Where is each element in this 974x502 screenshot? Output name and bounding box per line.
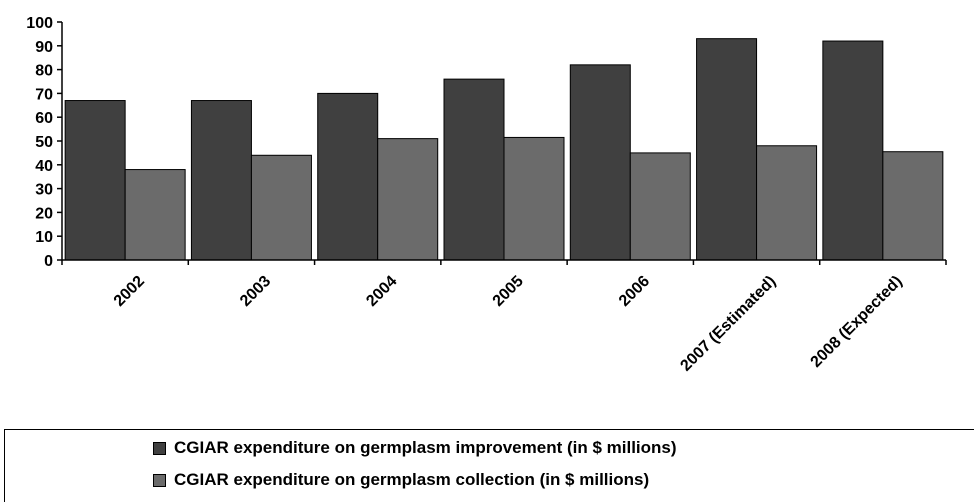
y-tick-label: 60 (35, 110, 53, 127)
x-axis-labels: 2002 2003 2004 2005 2006 2007 (Estimated) 2008… (61, 260, 947, 375)
x-category-label: 2008 (Expected) (808, 273, 906, 371)
y-tick-label: 0 (44, 253, 53, 270)
legend-swatch-improvement (153, 441, 166, 455)
bar-improvement (822, 40, 884, 261)
x-category-label: 2003 (237, 273, 274, 310)
y-axis-ticks: 0 10 20 30 40 50 60 70 80 90 100 (26, 15, 62, 270)
legend-label-improvement: CGIAR expenditure on germplasm improveme… (174, 438, 677, 457)
bar-collection (377, 138, 439, 261)
bar-improvement (696, 38, 758, 261)
y-tick-label: 100 (26, 15, 53, 32)
bar-improvement (190, 100, 252, 261)
legend-item-improvement: CGIAR expenditure on germplasm improveme… (153, 438, 677, 458)
bar-collection (882, 151, 944, 261)
x-category-label: 2006 (616, 273, 653, 310)
x-category-label: 2002 (111, 273, 148, 310)
bar-collection (756, 145, 818, 261)
x-category-label: 2005 (490, 273, 527, 310)
legend-label-collection: CGIAR expenditure on germplasm collectio… (174, 470, 650, 489)
y-tick-label: 70 (35, 86, 53, 103)
y-tick-label: 50 (35, 134, 53, 151)
bar-improvement (317, 92, 379, 261)
y-tick-label: 40 (35, 158, 53, 175)
bar-improvement (64, 100, 126, 261)
x-category-label: 2007 (Estimated) (677, 273, 779, 375)
bar-collection (629, 152, 691, 261)
legend-item-collection: CGIAR expenditure on germplasm collectio… (153, 470, 649, 490)
bar-collection (503, 136, 565, 261)
x-category-label: 2004 (363, 273, 400, 310)
y-tick-label: 80 (35, 63, 53, 80)
bar-collection (124, 169, 186, 261)
legend: CGIAR expenditure on germplasm improveme… (4, 429, 974, 502)
y-tick-label: 30 (35, 182, 53, 199)
bar-improvement (443, 78, 505, 261)
bar-collection (250, 154, 312, 261)
bar-improvement (569, 64, 631, 261)
y-tick-label: 90 (35, 39, 53, 56)
bars (64, 38, 944, 261)
y-tick-label: 20 (35, 205, 53, 222)
legend-swatch-collection (153, 473, 166, 487)
y-tick-label: 10 (35, 229, 53, 246)
